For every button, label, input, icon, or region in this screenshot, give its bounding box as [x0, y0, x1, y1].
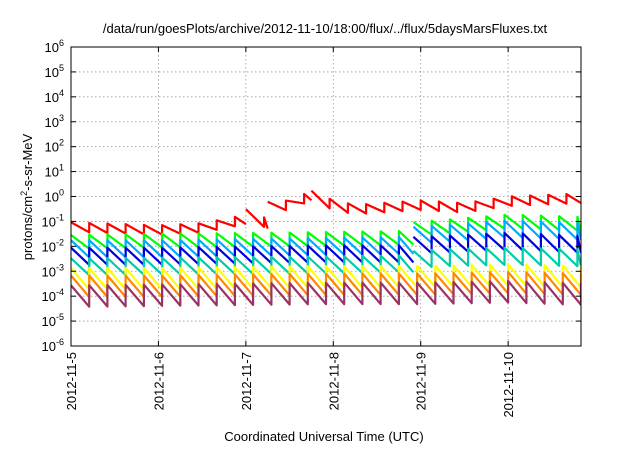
series-line	[71, 244, 415, 266]
series-line	[310, 189, 581, 215]
x-tick-label: 2012-11-5	[64, 352, 79, 410]
series-line	[245, 208, 269, 229]
chart-title: /data/run/goesPlots/archive/2012-11-10/1…	[103, 21, 548, 36]
y-axis-label: protons/cm2-s-sr-MeV	[19, 133, 35, 260]
y-tick-label: 10-6	[42, 337, 64, 354]
y-tick-label: 10-5	[42, 312, 64, 329]
series-line	[71, 254, 415, 277]
y-tick-label: 105	[45, 63, 64, 80]
x-tick-label: 2012-11-7	[239, 352, 254, 410]
y-tick-label: 10-2	[42, 237, 64, 254]
y-tick-label: 104	[45, 88, 64, 105]
axis-layer: 10-6 10-5 10-4 10-3 10-2 10-1 100 101 102 103 104 1…	[42, 38, 581, 418]
x-tick-label: 2012-11-10	[501, 352, 516, 418]
x-tick-label: 2012-11-8	[326, 352, 341, 410]
grid-layer	[71, 47, 581, 346]
y-axis-label-sup: 2	[19, 191, 29, 196]
y-tick-label: 102	[45, 138, 64, 155]
y-tick-label: 103	[45, 113, 64, 130]
series-line	[412, 246, 581, 268]
x-tick-label: 2012-11-9	[414, 352, 429, 410]
y-tick-label: 100	[45, 188, 64, 205]
y-tick-label: 106	[45, 38, 64, 55]
x-tick-label: 2012-11-6	[151, 352, 166, 410]
y-tick-label: 10-3	[42, 262, 64, 279]
series-line	[71, 279, 581, 308]
series-line	[71, 235, 415, 259]
series-line	[71, 215, 247, 236]
y-axis-label-main: protons/cm	[20, 196, 35, 260]
x-axis-label: Coordinated Universal Time (UTC)	[224, 429, 423, 444]
y-axis-label-rest: -s-sr-MeV	[20, 133, 35, 190]
y-tick-label: 10-4	[42, 287, 64, 304]
series-layer	[71, 189, 581, 308]
y-tick-label: 10-1	[42, 212, 64, 229]
y-tick-label: 101	[45, 163, 64, 180]
series-line	[267, 192, 313, 212]
series-line	[71, 229, 415, 250]
